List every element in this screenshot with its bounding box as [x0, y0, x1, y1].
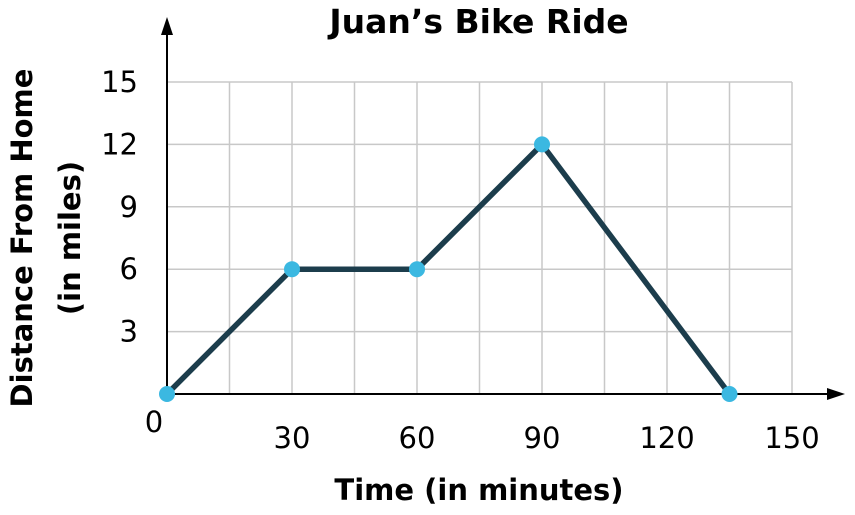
gridlines: [167, 81, 793, 394]
data-point: [721, 386, 738, 402]
data-point: [284, 261, 300, 278]
x-tick-label: 90: [524, 421, 561, 455]
data-point: [409, 261, 425, 278]
y-tick-label: 9: [120, 190, 138, 224]
y-tick-label: 15: [101, 65, 138, 99]
y-axis-label-line-1: Distance From Home: [5, 69, 39, 408]
origin-label: 0: [145, 405, 163, 439]
chart-title: Juan’s Bike Ride: [327, 2, 628, 41]
x-axis-arrow: [827, 388, 845, 400]
y-tick-labels: 3 6 9 12 15: [101, 65, 138, 349]
y-tick-label: 12: [101, 127, 138, 161]
x-tick-label: 60: [399, 421, 436, 455]
series: [159, 136, 738, 402]
y-tick-label: 6: [120, 252, 138, 286]
x-tick-label: 150: [764, 421, 819, 455]
x-tick-label: 30: [274, 421, 311, 455]
y-axis-label-line-2: (in miles): [53, 161, 87, 315]
y-tick-label: 3: [120, 315, 138, 349]
data-point: [159, 386, 175, 402]
x-axis-label: Time (in minutes): [334, 473, 623, 507]
x-tick-label: 120: [639, 421, 694, 455]
x-tick-labels: 30 60 90 120 150: [274, 421, 820, 455]
data-point: [534, 136, 550, 153]
y-axis-arrow: [161, 17, 173, 35]
